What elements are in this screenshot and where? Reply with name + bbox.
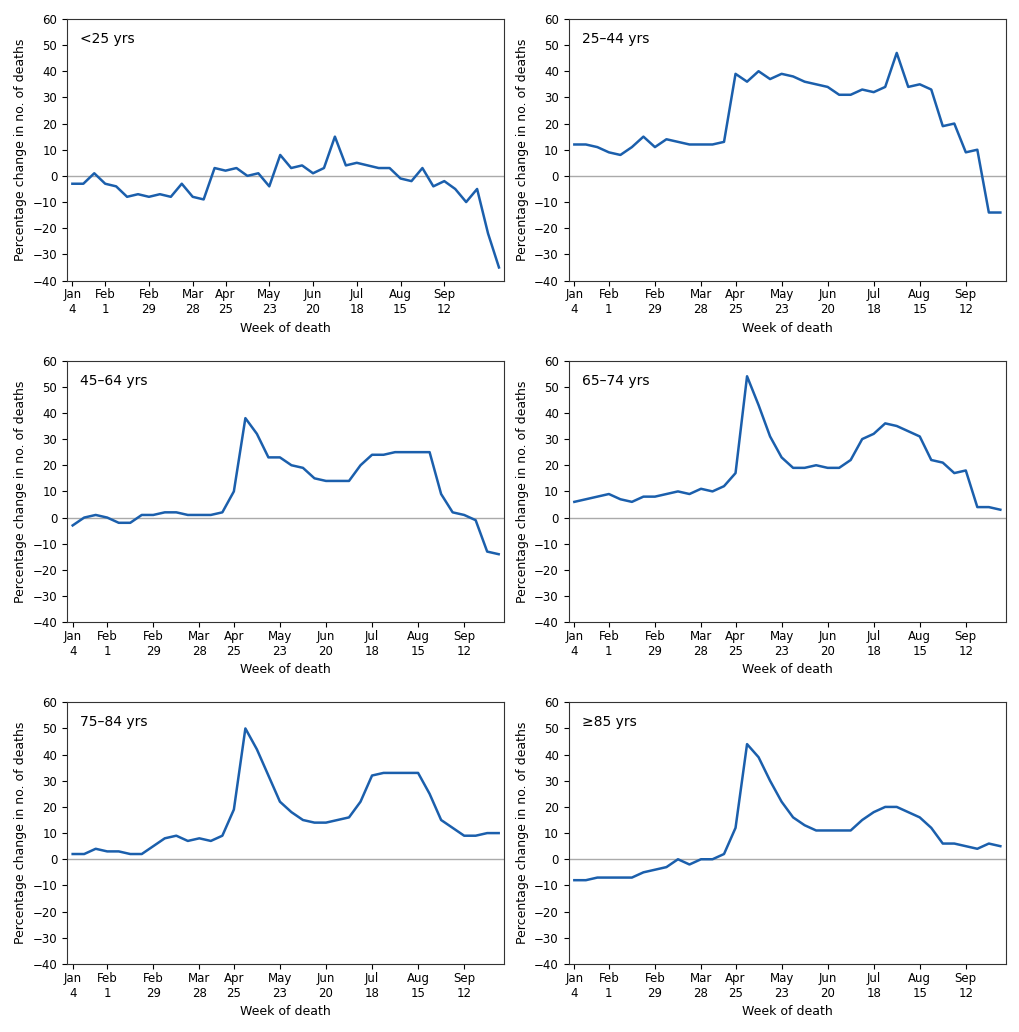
Y-axis label: Percentage change in no. of deaths: Percentage change in no. of deaths: [14, 38, 26, 261]
Y-axis label: Percentage change in no. of deaths: Percentage change in no. of deaths: [515, 38, 528, 261]
X-axis label: Week of death: Week of death: [741, 1005, 832, 1019]
X-axis label: Week of death: Week of death: [240, 664, 331, 676]
Y-axis label: Percentage change in no. of deaths: Percentage change in no. of deaths: [515, 722, 528, 944]
Y-axis label: Percentage change in no. of deaths: Percentage change in no. of deaths: [14, 380, 26, 603]
Y-axis label: Percentage change in no. of deaths: Percentage change in no. of deaths: [14, 722, 26, 944]
Y-axis label: Percentage change in no. of deaths: Percentage change in no. of deaths: [515, 380, 528, 603]
Text: 75–84 yrs: 75–84 yrs: [79, 715, 148, 730]
Text: 65–74 yrs: 65–74 yrs: [581, 374, 648, 388]
Text: 25–44 yrs: 25–44 yrs: [581, 32, 648, 46]
X-axis label: Week of death: Week of death: [741, 322, 832, 334]
X-axis label: Week of death: Week of death: [240, 322, 331, 334]
Text: 45–64 yrs: 45–64 yrs: [79, 374, 148, 388]
X-axis label: Week of death: Week of death: [240, 1005, 331, 1019]
Text: ≥85 yrs: ≥85 yrs: [581, 715, 636, 730]
X-axis label: Week of death: Week of death: [741, 664, 832, 676]
Text: <25 yrs: <25 yrs: [79, 32, 135, 46]
